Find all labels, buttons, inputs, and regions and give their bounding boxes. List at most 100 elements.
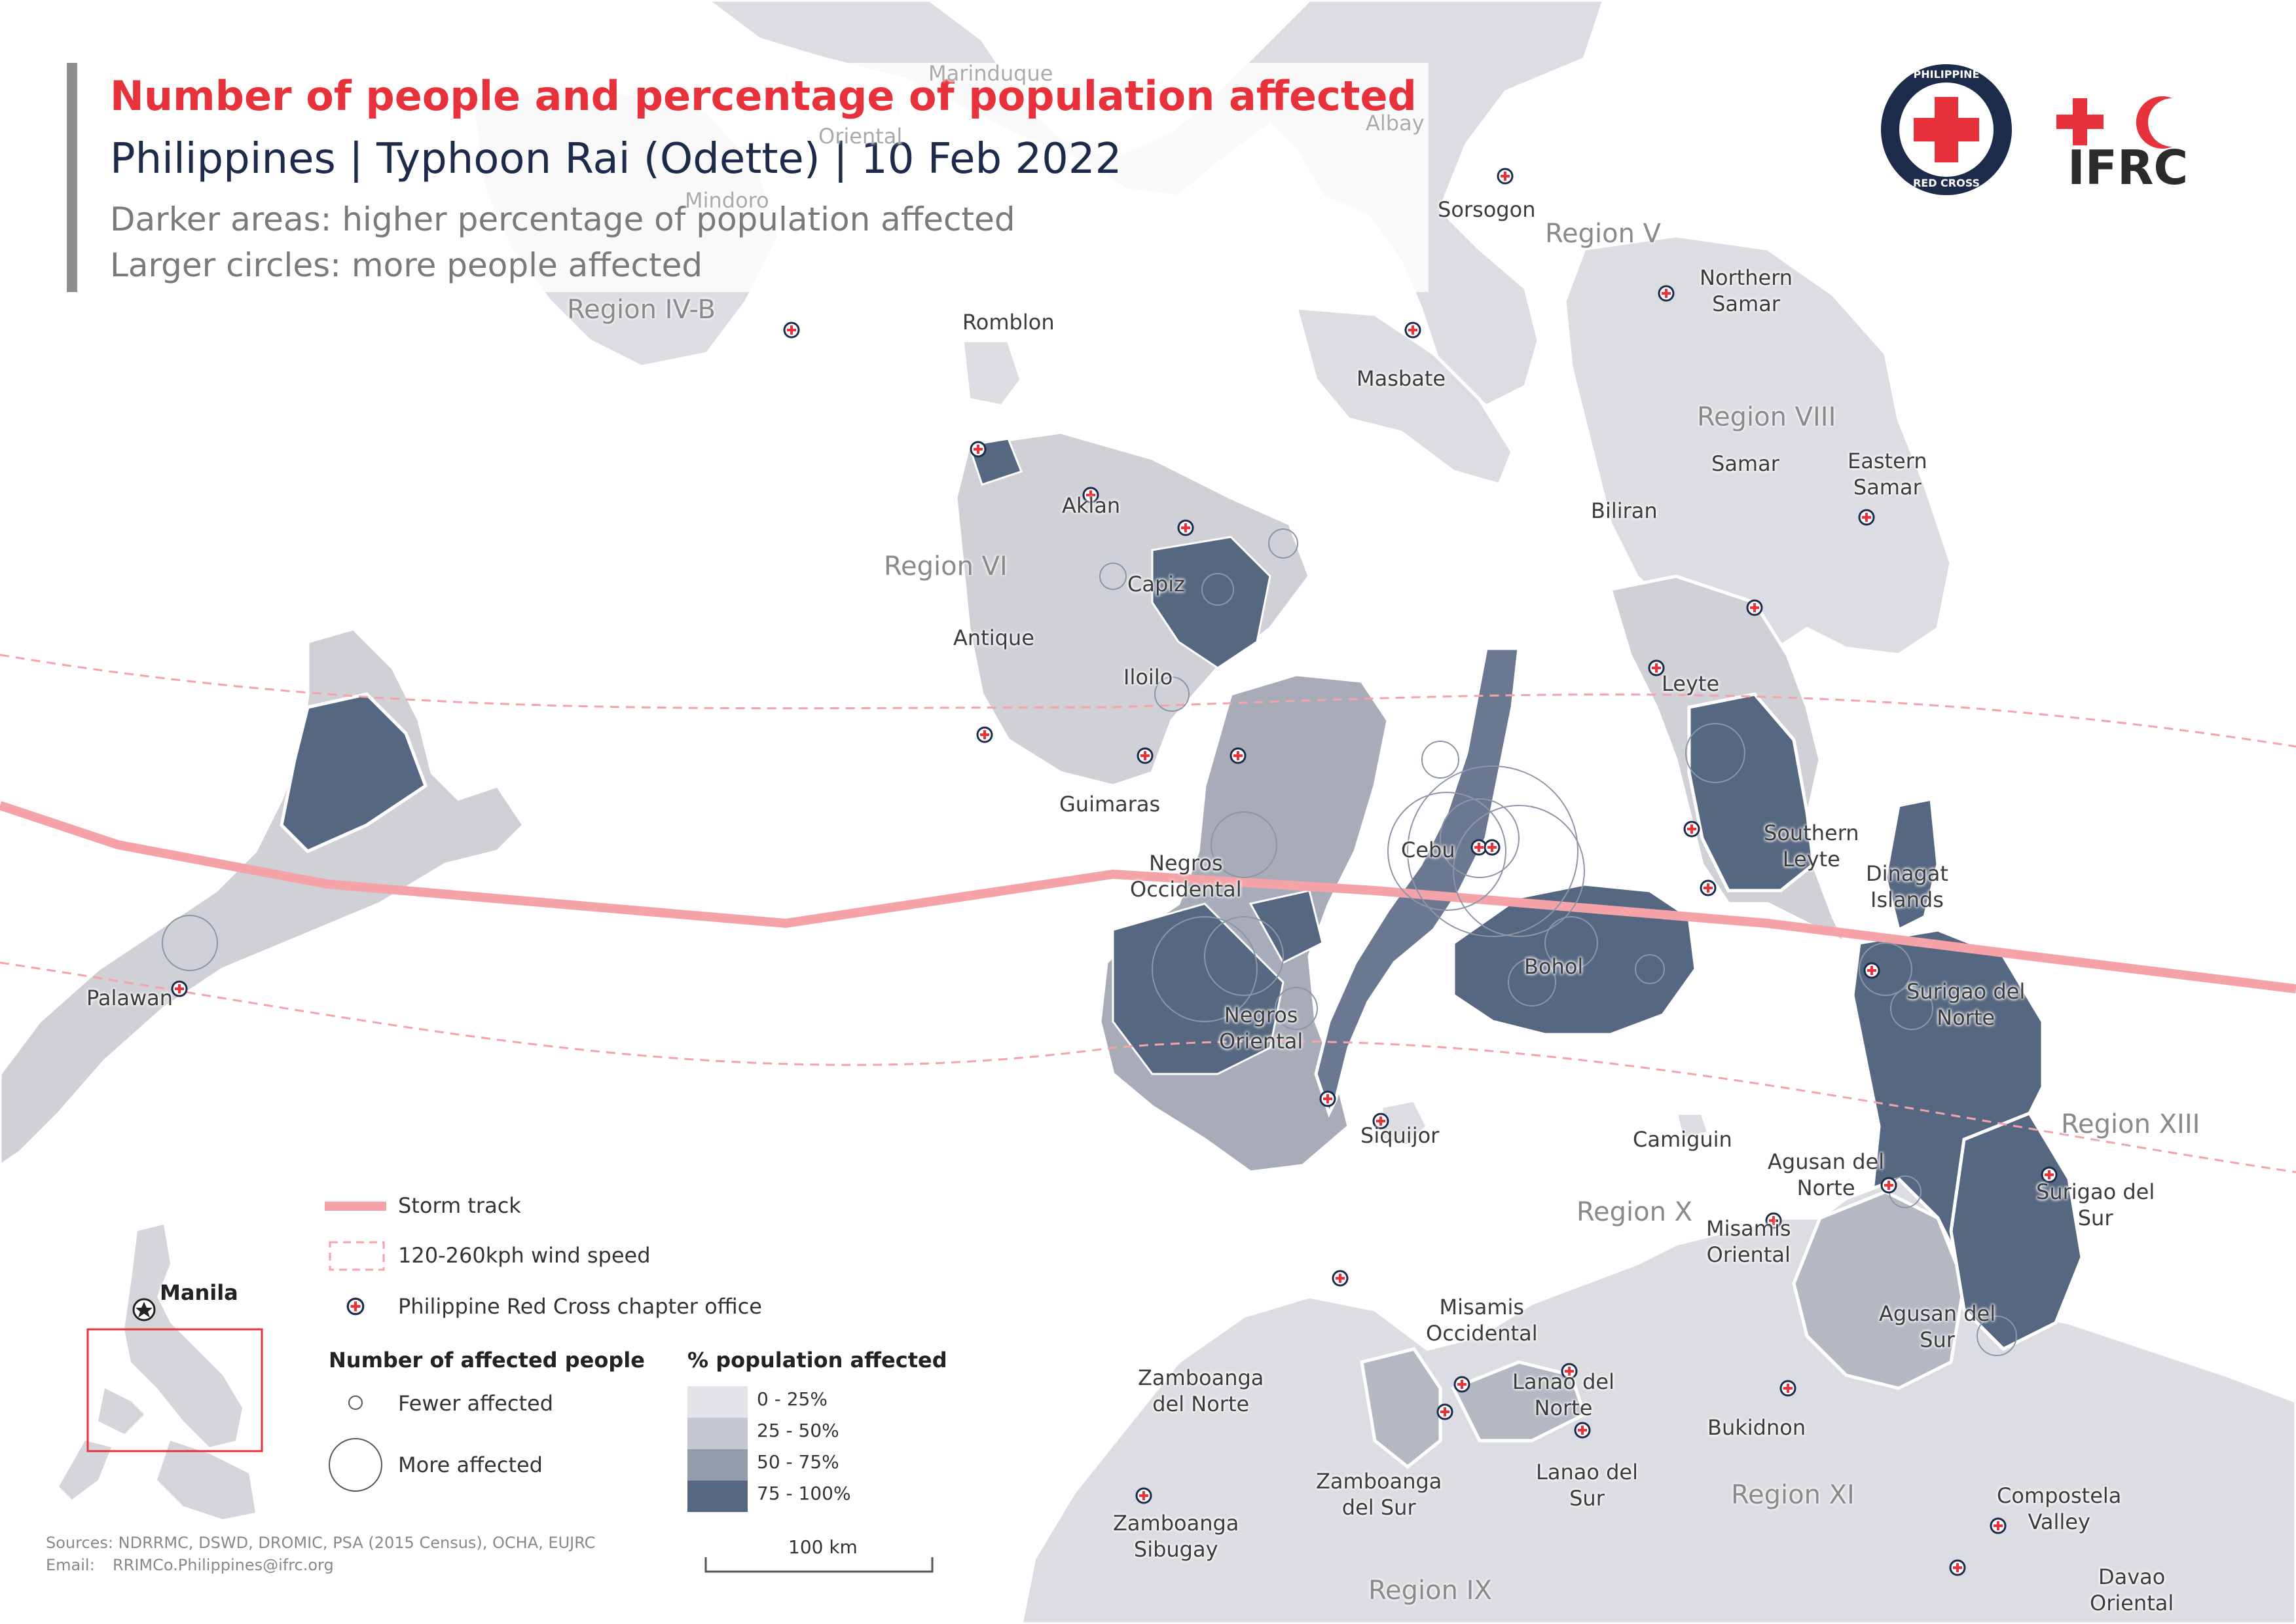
place-label: Negros Occidental [1130,851,1242,902]
legend-cat-50-75: 50 - 75% [757,1451,839,1473]
chapter-office-marker [1497,168,1514,185]
land-agusan [1792,1190,1966,1390]
place-label: Mindoro [685,188,769,213]
place-label: Samar [1711,451,1779,476]
chapter-office-marker [1700,879,1717,896]
prc-logo-text-bottom: RED CROSS [1912,177,1980,189]
chapter-office-marker [970,441,987,458]
place-label: Siquijor [1360,1123,1440,1148]
place-label: Biliran [1591,498,1658,523]
legend-chapter-icon [346,1297,365,1316]
legend-more: More affected [398,1452,543,1477]
legend-swatch-75-100 [687,1481,748,1512]
prc-logo-text-top: PHILIPPINE [1913,68,1980,81]
chapter-office-marker [1436,1403,1453,1420]
land-romblon [960,339,1023,408]
legend-pct-heading: % population affected [687,1348,947,1373]
storm-track [0,801,2296,993]
email-label: Email: [46,1556,95,1574]
place-label: Guimaras [1059,792,1161,817]
title-block: Number of people and percentage of popul… [67,63,1429,292]
region-label: Region IX [1368,1576,1492,1606]
land-panay [954,430,1311,788]
chapter-office-marker [1319,1090,1336,1107]
land-masbate [1294,306,1514,487]
place-label: Zamboanga del Sur [1316,1469,1442,1520]
chapter-office-marker [1683,821,1700,838]
legend-cat-25-50: 25 - 50% [757,1420,839,1441]
chapter-office-marker [1332,1270,1349,1287]
chapter-office-marker [1230,747,1247,764]
region-label: Region X [1576,1197,1693,1227]
place-label: Surigao del Sur [2036,1179,2155,1230]
place-label: Masbate [1357,366,1446,391]
place-label: Camiguin [1633,1127,1732,1152]
legend-graphics [325,1202,934,1573]
place-label: Surigao del Norte [1906,979,2026,1030]
legend-chapter: Philippine Red Cross chapter office [398,1294,762,1319]
place-label: Cebu [1401,838,1455,862]
chapter-office-marker [1135,1487,1152,1504]
place-label: Lanao del Sur [1536,1460,1638,1511]
chapter-office-marker [1574,1422,1591,1439]
chapter-office-marker [1404,322,1421,339]
place-label: Lanao del Norte [1512,1369,1614,1420]
place-label: Negros Oriental [1219,1003,1303,1054]
place-label: Zamboanga Sibugay [1113,1511,1239,1562]
chapter-office-marker [976,726,993,743]
scale-bar [704,1557,934,1573]
chapter-office-marker [171,980,188,997]
legend-swatch-0-25 [687,1386,748,1418]
place-label: Zamboanga del Norte [1138,1365,1264,1416]
ifrc-logo [2056,96,2172,149]
legend-affected-heading: Number of affected people [329,1348,645,1373]
chapter-office-marker [783,322,800,339]
place-label: Southern Leyte [1764,821,1859,872]
region-label: Region XI [1731,1480,1855,1510]
chapter-office-marker [1949,1559,1966,1576]
chapter-office-marker [1453,1376,1470,1393]
place-label: Albay [1366,111,1425,136]
place-label: Eastern Samar [1848,449,1927,500]
place-label: Bukidnon [1707,1415,1806,1440]
place-label: Oriental [818,124,903,149]
place-label: Agusan del Norte [1768,1149,1885,1200]
note-larger: Larger circles: more people affected [110,246,703,284]
inset-extent [86,1328,263,1452]
map-subtitle: Philippines | Typhoon Rai (Odette) | 10 … [110,135,1122,183]
land-cebu [1314,646,1521,1118]
scale-label: 100 km [788,1536,858,1558]
chapter-office-marker [1779,1380,1796,1397]
legend-cat-75-100: 75 - 100% [757,1483,851,1504]
chapter-office-marker [1863,962,1880,979]
land-dinagat [1884,797,1940,932]
legend-fewer: Fewer affected [398,1391,554,1416]
place-label: Misamis Oriental [1706,1216,1791,1267]
place-label: Aklan [1062,493,1121,518]
place-label: Romblon [962,310,1055,335]
chapter-office-marker [1484,839,1501,856]
place-label: Marinduque [928,61,1053,86]
ifrc-logo-text: IFRC [2068,140,2189,195]
region-label: Region XIII [2061,1109,2200,1139]
legend-storm-track: Storm track [398,1193,521,1218]
place-label: Bohol [1524,954,1584,979]
legend-wind: 120-260kph wind speed [398,1243,651,1268]
chapter-office-marker [1746,599,1763,616]
land-misamis-occ [1360,1347,1442,1469]
email-address[interactable]: RRIMCo.Philippines@ifrc.org [113,1556,334,1574]
high-impact-patches [968,437,1324,1075]
land-leyte-east [1687,692,1815,893]
map-title: Number of people and percentage of popul… [110,72,1417,120]
region-label: Region VIII [1697,402,1836,432]
region-label: Region VI [884,551,1008,581]
place-label: Northern Samar [1700,265,1793,316]
land-palawan-north [280,692,428,853]
inset-map [59,1225,263,1519]
legend-wind-swatch [329,1241,385,1271]
chapter-office-marker [1658,285,1675,302]
region-label: Region V [1545,219,1662,249]
place-label: Palawan [86,986,173,1010]
